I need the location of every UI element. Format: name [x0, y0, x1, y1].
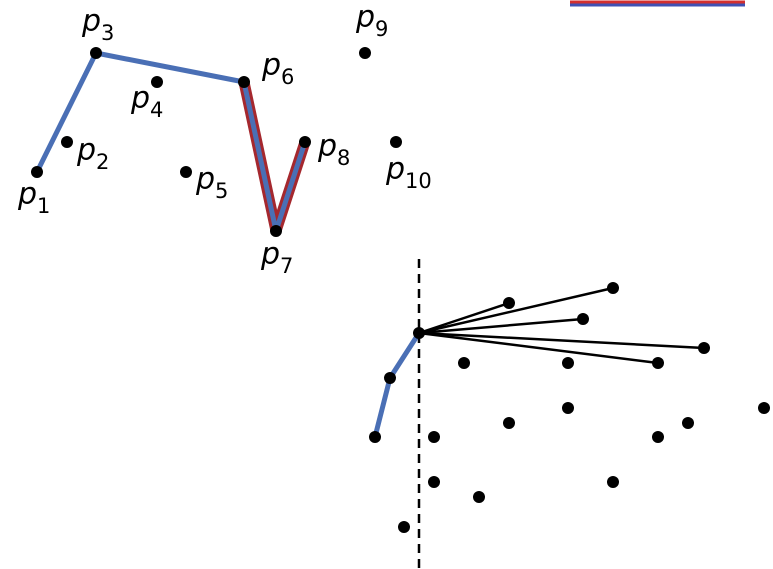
candidate-edge: [418, 331, 659, 365]
label-p9: p9: [355, 0, 388, 41]
point: [503, 297, 515, 309]
label-p7: p7: [260, 237, 293, 278]
point: [458, 357, 470, 369]
label-p3: p3: [81, 4, 114, 45]
point: [562, 402, 574, 414]
candidate-edge: [418, 331, 705, 350]
bottom-diagram: [369, 259, 770, 569]
point: [577, 313, 589, 325]
candidate-edge: [418, 301, 510, 335]
point: [473, 491, 485, 503]
partial-hull-path: [372, 330, 422, 440]
candidate-edge: [418, 286, 614, 335]
point: [607, 282, 619, 294]
candidate-edge: [418, 317, 584, 335]
point-p2: [61, 136, 73, 148]
point: [398, 521, 410, 533]
point-p7: [270, 225, 282, 237]
point-p3: [90, 47, 102, 59]
point: [428, 431, 440, 443]
point: [562, 357, 574, 369]
point-p5: [180, 166, 192, 178]
label-p1: p1: [17, 177, 50, 218]
label-p6: p6: [261, 48, 294, 89]
point: [652, 431, 664, 443]
point-p9: [359, 47, 371, 59]
point: [503, 417, 515, 429]
current-point: [413, 327, 425, 339]
top-diagram: p1 p2 p3 p4 p5 p6 p7 p8 p9 p10: [17, 0, 432, 278]
point: [428, 476, 440, 488]
point-p6: [238, 76, 250, 88]
point: [652, 357, 664, 369]
point-p4: [151, 76, 163, 88]
hull-point: [369, 431, 381, 443]
label-p4: p4: [130, 81, 163, 122]
point: [607, 476, 619, 488]
legend-fragment: [570, 0, 745, 7]
point: [758, 402, 770, 414]
label-p8: p8: [317, 129, 350, 170]
label-p5: p5: [195, 162, 228, 203]
label-p10: p10: [385, 152, 432, 193]
hull-point: [384, 372, 396, 384]
point-p8: [299, 136, 311, 148]
point-p10: [390, 136, 402, 148]
point-p1: [31, 166, 43, 178]
point: [698, 342, 710, 354]
point: [682, 417, 694, 429]
label-p2: p2: [76, 133, 109, 174]
highlight-path: [238, 76, 311, 237]
